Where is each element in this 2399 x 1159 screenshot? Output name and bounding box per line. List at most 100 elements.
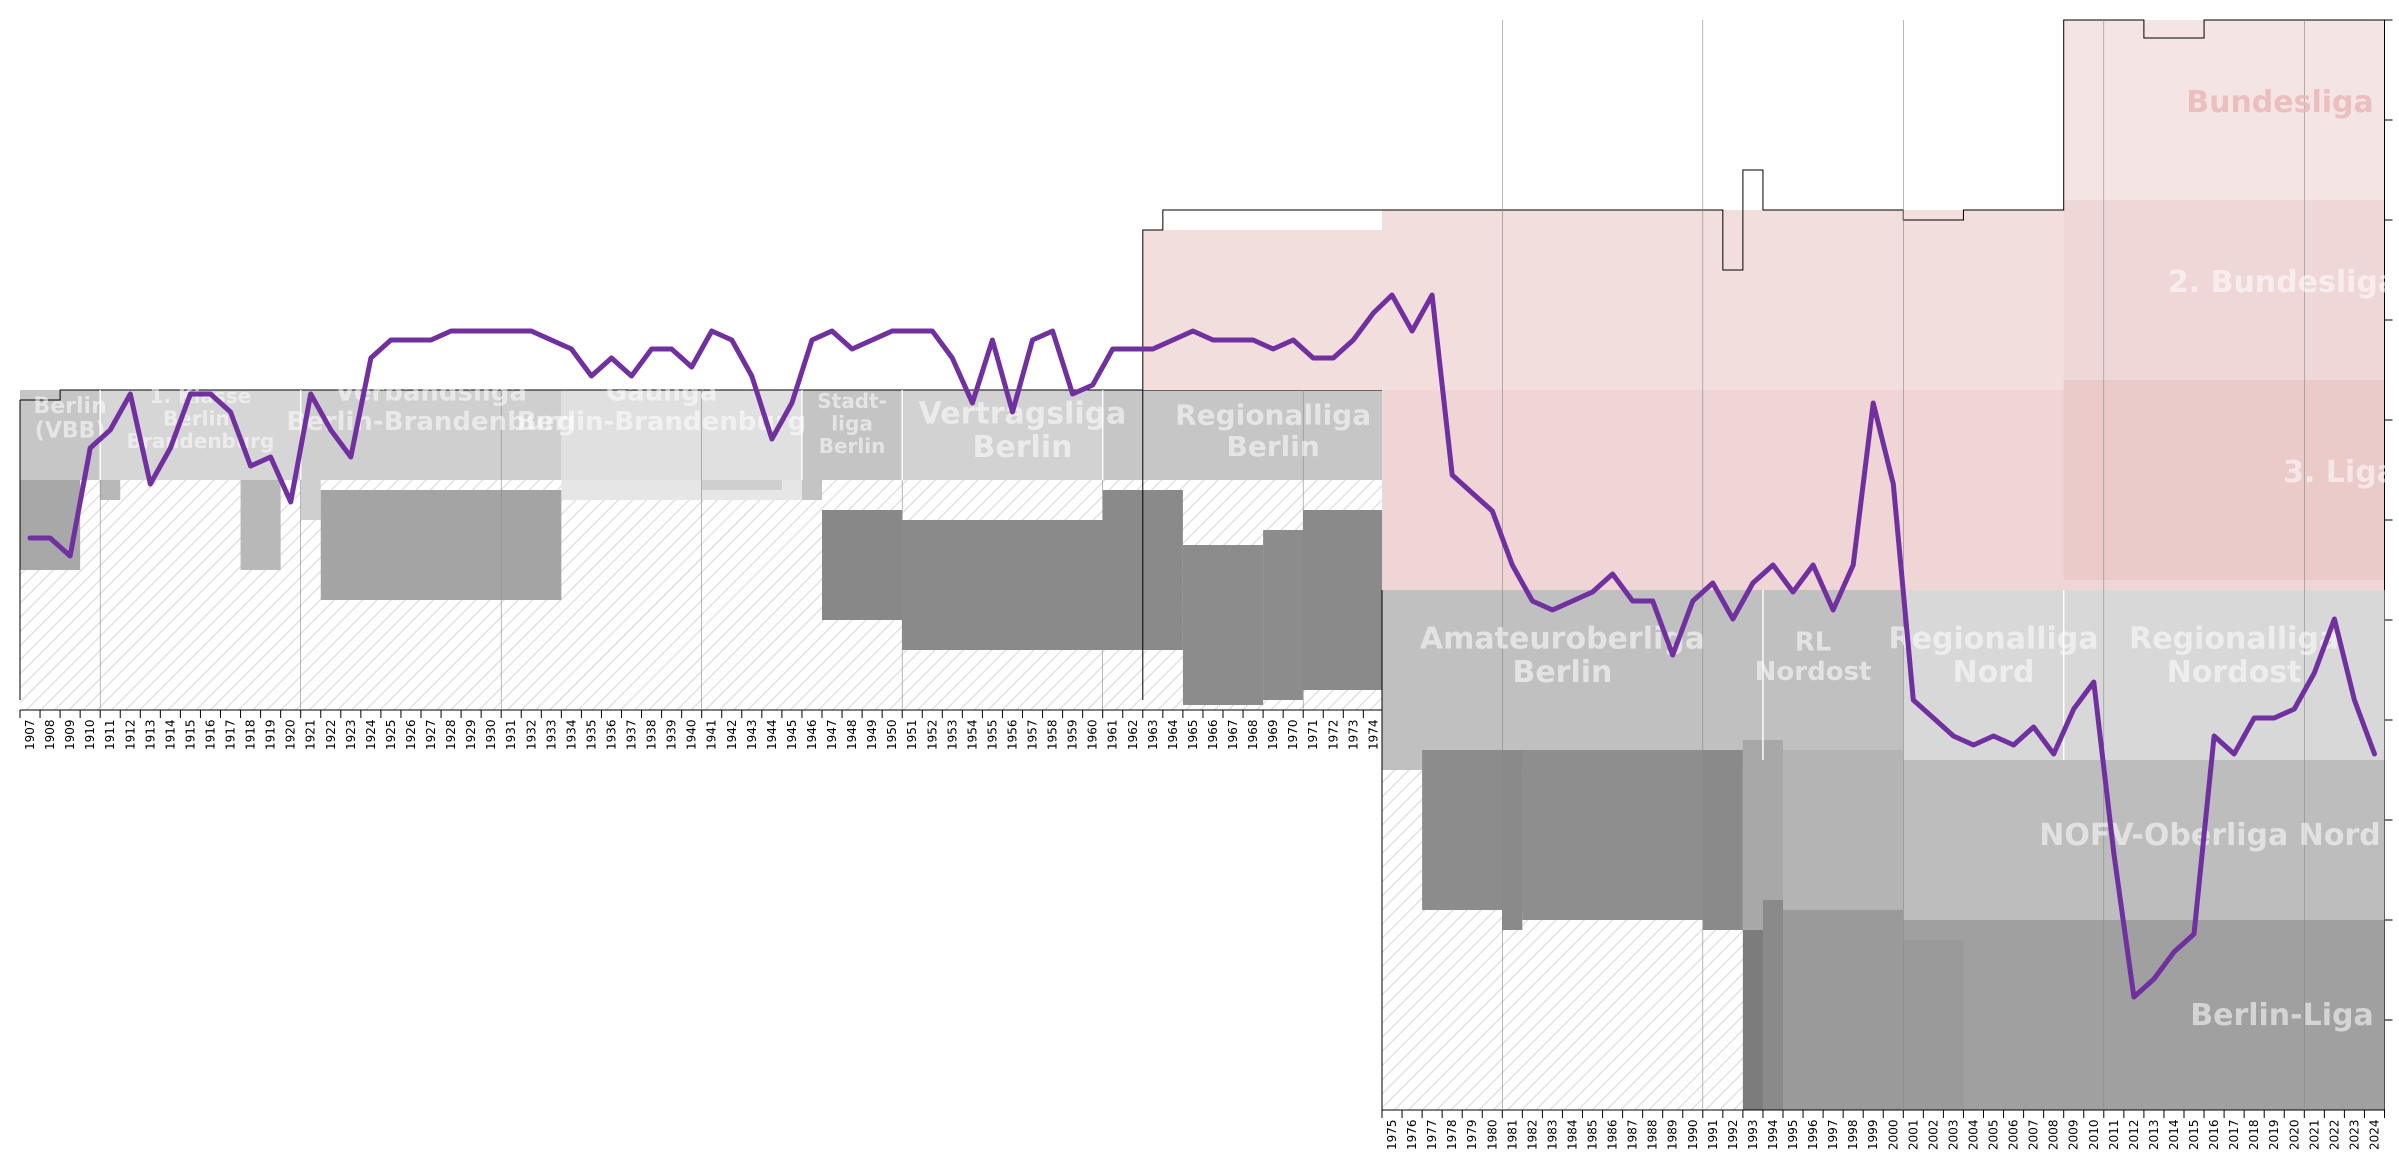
year-tick-label: 1986 xyxy=(1606,1119,1620,1150)
tier-axis xyxy=(2384,19,2393,1021)
era2-tier-block xyxy=(1762,900,1783,1110)
year-tick-label: 2015 xyxy=(2187,1119,2201,1150)
year-tick-label: 2006 xyxy=(2007,1119,2021,1150)
year-tick-label: 1914 xyxy=(163,719,177,750)
era1-tier2-block xyxy=(240,480,281,570)
bundesliga2-label: 2. Bundesliga xyxy=(2168,265,2398,300)
year-tick-label: 1997 xyxy=(1826,1119,1840,1150)
era2-tier-block xyxy=(1903,940,1964,1110)
year-tick-label: 1946 xyxy=(805,719,819,750)
year-tick-label: 1913 xyxy=(143,719,157,750)
year-tick-label: 1984 xyxy=(1565,1119,1579,1150)
year-tick-label: 1925 xyxy=(384,719,398,750)
era1-tier1-block xyxy=(801,390,903,480)
year-tick-label: 2024 xyxy=(2367,1119,2381,1150)
era1-tier2-block xyxy=(300,480,321,520)
year-tick-label: 1935 xyxy=(584,719,598,750)
year-tick-label: 1969 xyxy=(1266,719,1280,750)
year-tick-label: 1971 xyxy=(1306,719,1320,750)
year-tick-label: 1949 xyxy=(865,719,879,750)
year-tick-label: 1973 xyxy=(1346,719,1360,750)
era2-tier-block xyxy=(1502,750,1523,930)
tier4-league-label: Regionalliga Nord xyxy=(1889,622,2099,691)
year-tick-label: 1947 xyxy=(825,719,839,750)
year-tick-label: 1992 xyxy=(1726,1119,1740,1150)
year-tick-label: 1929 xyxy=(464,719,478,750)
era2-tier-block xyxy=(1783,910,1904,1110)
era2-tier-block xyxy=(1522,750,1723,920)
year-tick-label: 1988 xyxy=(1646,1119,1660,1150)
year-tick-label: 1957 xyxy=(1026,719,1040,750)
bundesliga-label: Bundesliga xyxy=(2186,85,2374,120)
era1-tier2-block xyxy=(100,480,121,500)
year-tick-label: 1908 xyxy=(43,719,57,750)
era1-league-label: Berlin (VBB) xyxy=(33,394,106,444)
year-tick-label: 1917 xyxy=(224,719,238,750)
year-tick-label: 2017 xyxy=(2227,1119,2241,1150)
bundesliga-band xyxy=(2063,20,2385,200)
berlinliga-label: Berlin-Liga xyxy=(2190,998,2374,1033)
year-tick-label: 1985 xyxy=(1586,1119,1600,1150)
year-tick-label: 1941 xyxy=(705,719,719,750)
year-tick-label: 1919 xyxy=(264,719,278,750)
year-tick-label: 1963 xyxy=(1146,719,1160,750)
year-tick-label: 1936 xyxy=(604,719,618,750)
year-tick-label: 1959 xyxy=(1066,719,1080,750)
year-tick-label: 1930 xyxy=(484,719,498,750)
year-tick-label: 1962 xyxy=(1126,719,1140,750)
year-tick-label: 1996 xyxy=(1806,1119,1820,1150)
era1-tier2-block xyxy=(1182,545,1264,705)
year-tick-label: 2007 xyxy=(2027,1119,2041,1150)
year-tick-label: 1920 xyxy=(284,719,298,750)
era1-tier2-block xyxy=(1263,530,1304,700)
year-tick-label: 1916 xyxy=(203,719,217,750)
year-tick-label: 2021 xyxy=(2307,1119,2321,1150)
year-tick-label: 1961 xyxy=(1106,719,1120,750)
year-tick-label: 2000 xyxy=(1886,1119,1900,1150)
tier4-league-label: RL Nordost xyxy=(1755,628,1872,687)
era1-tier1-block xyxy=(1102,390,1382,480)
year-tick-label: 1912 xyxy=(123,719,137,750)
year-tick-label: 1948 xyxy=(845,719,859,750)
year-tick-label: 1951 xyxy=(905,719,919,750)
year-tick-label: 1995 xyxy=(1786,1119,1800,1150)
year-axis: 1907 1908 1909 1910 1911 1912 1913 1914 1915 1916… xyxy=(19,710,2385,1150)
year-tick-label: 2004 xyxy=(1966,1119,1980,1150)
year-tick-label: 1954 xyxy=(965,719,979,750)
era1-tier2-block xyxy=(902,520,1103,650)
era2-tier4 xyxy=(1382,590,1904,770)
year-tick-label: 1924 xyxy=(364,719,378,750)
oberliga-label: NOFV-Oberliga Nord xyxy=(2039,818,2380,853)
year-tick-label: 2001 xyxy=(1906,1119,1920,1150)
liga3-band xyxy=(2063,380,2385,580)
year-tick-label: 1939 xyxy=(665,719,679,750)
year-tick-label: 1955 xyxy=(985,719,999,750)
year-tick-label: 2012 xyxy=(2127,1119,2141,1150)
year-tick-label: 1950 xyxy=(885,719,899,750)
year-tick-label: 1974 xyxy=(1366,719,1380,750)
year-tick-label: 1934 xyxy=(564,719,578,750)
year-tick-label: 1993 xyxy=(1746,1119,1760,1150)
year-tick-label: 2010 xyxy=(2087,1119,2101,1150)
year-tick-label: 1923 xyxy=(344,719,358,750)
era1-tier2-block xyxy=(822,510,903,620)
year-tick-label: 1981 xyxy=(1505,1119,1519,1150)
era2-tier-block xyxy=(1702,750,1743,930)
year-tick-label: 1980 xyxy=(1485,1119,1499,1150)
year-tick-label: 1976 xyxy=(1405,1119,1419,1150)
era1-league-label: Stadt-liga Berlin xyxy=(817,389,887,458)
year-tick-label: 1937 xyxy=(625,719,639,750)
era1-tier1-block xyxy=(300,390,562,480)
year-tick-label: 2002 xyxy=(1926,1119,1940,1150)
year-tick-label: 2019 xyxy=(2267,1119,2281,1150)
league-tier-labels: Berlin (VBB)1. Klasse Berlin-BrandenburgVe… xyxy=(33,85,2398,1033)
year-tick-label: 1989 xyxy=(1666,1119,1680,1150)
year-tick-label: 2016 xyxy=(2207,1119,2221,1150)
year-tick-label: 1944 xyxy=(765,719,779,750)
year-tick-label: 1964 xyxy=(1166,719,1180,750)
year-tick-label: 1943 xyxy=(745,719,759,750)
year-tick-label: 1960 xyxy=(1086,719,1100,750)
year-tick-label: 1958 xyxy=(1046,719,1060,750)
year-tick-label: 1968 xyxy=(1246,719,1260,750)
year-tick-label: 1932 xyxy=(524,719,538,750)
